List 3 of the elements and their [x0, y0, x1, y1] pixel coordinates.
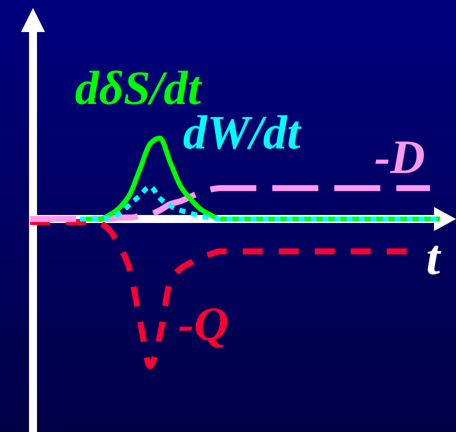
series-label: -D — [374, 131, 425, 184]
x-axis-title: t — [426, 229, 442, 285]
series-label: -Q — [178, 298, 229, 351]
